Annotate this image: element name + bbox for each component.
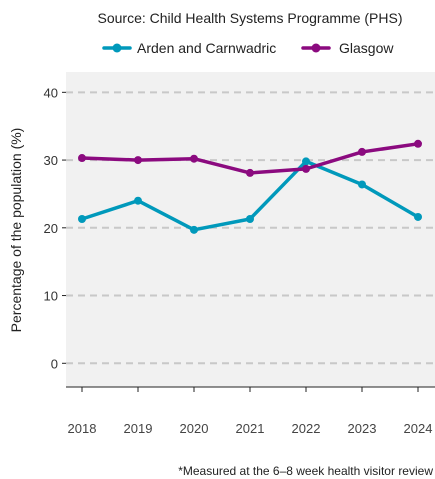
x-tick-label: 2023 bbox=[348, 421, 377, 436]
data-point bbox=[302, 157, 310, 166]
x-tick-label: 2020 bbox=[180, 421, 209, 436]
data-point bbox=[134, 196, 142, 205]
plot-background bbox=[66, 72, 435, 387]
y-tick-label: 0 bbox=[51, 356, 58, 371]
data-point bbox=[358, 180, 366, 189]
chart-subtitle: Source: Child Health Systems Programme (… bbox=[98, 10, 403, 26]
legend-label: Glasgow bbox=[339, 40, 394, 56]
legend-swatch-point bbox=[112, 43, 122, 53]
series-glasgow bbox=[78, 139, 422, 177]
data-point bbox=[190, 154, 198, 163]
data-point bbox=[246, 215, 254, 223]
y-tick-label: 40 bbox=[44, 85, 58, 100]
data-point bbox=[78, 215, 86, 223]
x-tick-label: 2019 bbox=[124, 421, 153, 436]
series-arden-and-carnwadric bbox=[78, 157, 422, 234]
y-tick-label: 30 bbox=[44, 153, 58, 168]
series-layer bbox=[78, 139, 422, 234]
y-axis: 0 10 20 30 40 bbox=[44, 85, 66, 371]
data-point bbox=[302, 164, 310, 173]
data-point bbox=[134, 156, 142, 165]
legend: Arden and Carnwadric Glasgow bbox=[102, 40, 394, 56]
legend-swatch-point bbox=[311, 43, 321, 53]
data-point bbox=[358, 147, 366, 156]
x-tick-label: 2022 bbox=[292, 421, 321, 436]
legend-item-glasgow: Glasgow bbox=[301, 40, 394, 56]
data-point bbox=[190, 225, 198, 234]
data-point bbox=[78, 154, 86, 163]
data-point bbox=[414, 139, 422, 148]
chart-caption: *Measured at the 6–8 week health visitor… bbox=[178, 464, 433, 478]
x-axis: 2018 2019 2020 2021 2022 2023 2024 bbox=[68, 387, 433, 436]
data-point bbox=[414, 212, 422, 221]
data-point bbox=[246, 168, 254, 177]
y-axis-label: Percentage of the population (%) bbox=[8, 128, 24, 333]
x-tick-label: 2024 bbox=[404, 421, 433, 436]
x-tick-label: 2018 bbox=[68, 421, 97, 436]
x-tick-label: 2021 bbox=[236, 421, 265, 436]
y-tick-label: 20 bbox=[44, 221, 58, 236]
legend-label: Arden and Carnwadric bbox=[137, 40, 276, 56]
legend-item-arden-and-carnwadric: Arden and Carnwadric bbox=[102, 40, 276, 56]
y-tick-label: 10 bbox=[44, 289, 58, 304]
